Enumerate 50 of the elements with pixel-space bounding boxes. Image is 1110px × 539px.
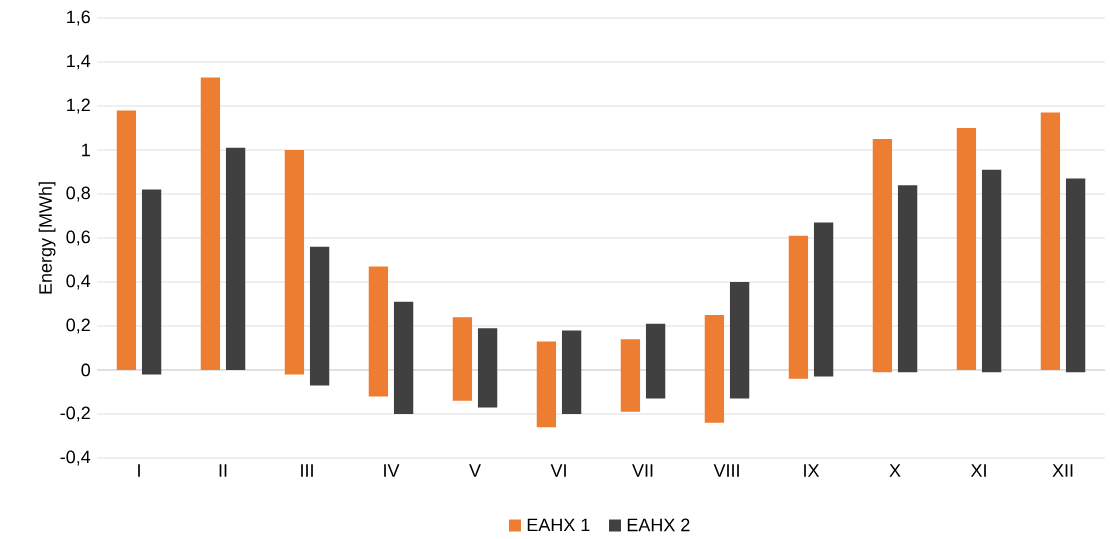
bar [704, 314, 725, 423]
x-tick-label: II [219, 464, 227, 477]
bar [729, 281, 750, 399]
bar [1065, 178, 1086, 373]
bar [284, 149, 305, 375]
y-tick-label: 0,6 [66, 230, 90, 246]
bar [116, 110, 137, 370]
bar [981, 169, 1002, 373]
y-tick-label: -0,2 [60, 406, 90, 422]
y-tick-label: 1 [82, 143, 90, 157]
bar [897, 185, 918, 373]
x-tick-label: IV [384, 464, 400, 477]
bar [536, 341, 557, 428]
x-tick-label: VIII [713, 464, 739, 477]
y-tick-label: 0,8 [66, 186, 90, 202]
x-tick-label: IX [804, 464, 820, 477]
x-tick-label: XII [1052, 464, 1073, 477]
bar [645, 323, 666, 399]
bar [561, 330, 582, 414]
bar [368, 266, 389, 397]
x-tick-label: V [469, 464, 481, 477]
y-tick-label: 0,4 [66, 274, 91, 290]
bar [813, 222, 834, 377]
legend-label: EAHX 1 [527, 518, 590, 531]
x-tick-label: XI [970, 464, 986, 477]
bar [956, 127, 977, 370]
bar [1040, 112, 1061, 370]
y-tick-label: 0,2 [66, 318, 90, 334]
y-tick-label: 1,4 [67, 54, 91, 70]
bar [309, 246, 330, 386]
bar [477, 328, 498, 408]
y-tick-label: 1,6 [67, 10, 90, 26]
x-tick-label: III [301, 464, 313, 477]
x-tick-label: X [889, 464, 901, 477]
legend-label: EAHX 2 [627, 518, 690, 532]
bar [393, 301, 414, 414]
y-axis-title: Energy [MWh] [38, 182, 56, 294]
bar [452, 317, 473, 401]
bar [200, 77, 221, 370]
bar [872, 138, 893, 373]
y-tick-label: 1,2 [67, 98, 90, 114]
x-tick-label: I [138, 464, 140, 477]
x-tick-label: VI [550, 464, 566, 477]
bar [141, 189, 162, 375]
bar [788, 235, 809, 379]
bar [620, 339, 641, 412]
y-tick-label: 0 [81, 363, 91, 377]
x-tick-label: VII [632, 464, 653, 477]
bar [225, 147, 246, 370]
y-tick-label: -0,4 [60, 450, 91, 466]
